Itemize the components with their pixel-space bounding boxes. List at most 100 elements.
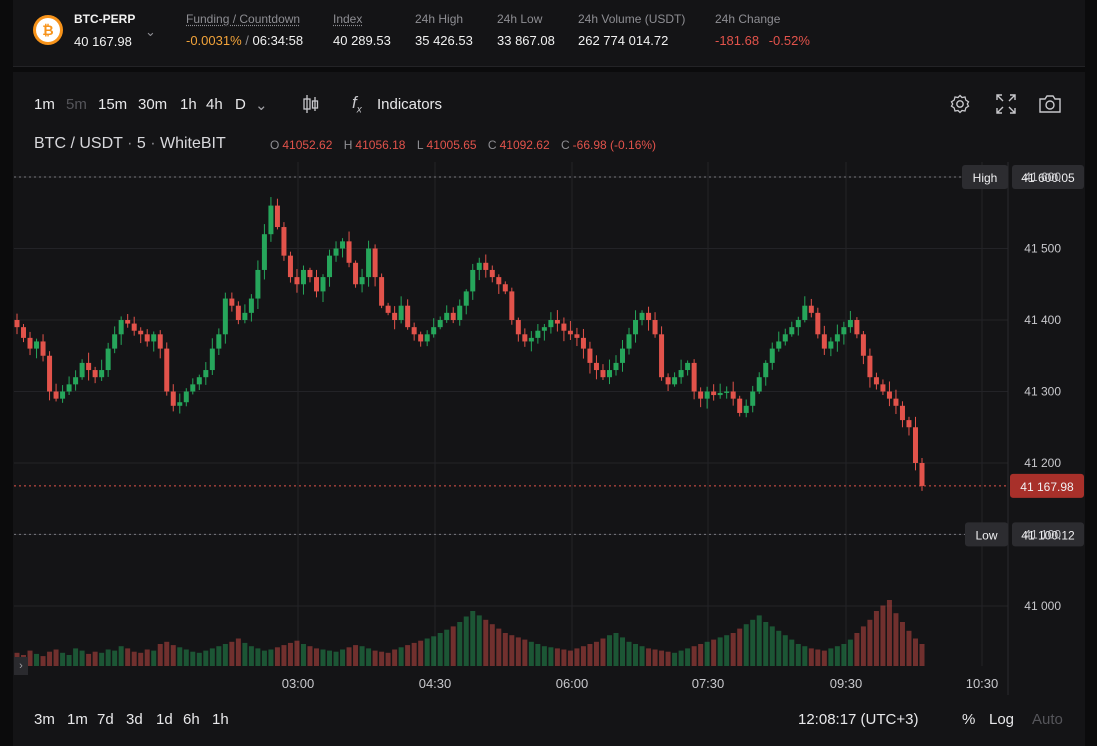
candle-type-icon[interactable] bbox=[302, 94, 320, 114]
volume-bar bbox=[327, 650, 333, 666]
timeframe-1m[interactable]: 1m bbox=[34, 96, 55, 113]
volume-bar bbox=[392, 649, 398, 666]
range-7d[interactable]: 7d bbox=[97, 711, 114, 728]
camera-icon[interactable] bbox=[1038, 94, 1062, 114]
volume-bar bbox=[60, 652, 66, 666]
candle-body bbox=[99, 370, 105, 378]
candle-body bbox=[118, 320, 124, 335]
change-abs: -181.68 bbox=[715, 33, 760, 48]
chart-panel bbox=[13, 72, 1085, 746]
candle-body bbox=[424, 334, 430, 342]
candle-body bbox=[886, 391, 892, 399]
volume-bar bbox=[633, 644, 639, 666]
candle-body bbox=[385, 305, 391, 313]
last-price: 40 167.98 bbox=[74, 34, 132, 49]
candle-body bbox=[769, 348, 775, 363]
percent-toggle[interactable]: % bbox=[962, 711, 976, 728]
volume-bar bbox=[750, 619, 756, 666]
candle-body bbox=[802, 305, 808, 320]
candle-body bbox=[60, 391, 66, 399]
candle-body bbox=[756, 377, 762, 392]
volume-bar bbox=[86, 653, 92, 666]
scroll-left-arrow-icon[interactable]: › bbox=[14, 657, 28, 675]
fullscreen-icon[interactable] bbox=[995, 93, 1017, 115]
timeframe-30m[interactable]: 30m bbox=[138, 96, 168, 113]
volume-bar bbox=[164, 641, 170, 666]
timeframe-d[interactable]: D bbox=[235, 96, 246, 113]
candle-body bbox=[261, 234, 267, 270]
volume-bar bbox=[405, 645, 411, 666]
volume-bar bbox=[340, 649, 346, 666]
timeframe-1h[interactable]: 1h bbox=[180, 96, 197, 113]
candle-body bbox=[763, 362, 769, 378]
timeframe-5m[interactable]: 5m bbox=[66, 96, 87, 113]
chevron-down-icon[interactable]: ⌄ bbox=[145, 24, 156, 39]
volume-bar bbox=[724, 635, 730, 666]
candle-body bbox=[170, 391, 176, 406]
change-label: 24h Change bbox=[715, 12, 781, 26]
volume-bar bbox=[73, 648, 79, 666]
range-3m[interactable]: 3m bbox=[34, 711, 55, 728]
volume-bar bbox=[170, 645, 176, 666]
candle-body bbox=[789, 327, 795, 335]
volume-bar bbox=[248, 646, 254, 666]
candle-body bbox=[873, 377, 879, 385]
candle-body bbox=[626, 334, 632, 349]
volume-bar bbox=[418, 640, 424, 666]
volume-bar bbox=[144, 649, 150, 666]
candles bbox=[14, 197, 925, 491]
volume-bar bbox=[841, 644, 847, 666]
volume-bar bbox=[346, 647, 352, 666]
volume-bar bbox=[313, 648, 319, 666]
last-price-tag-box bbox=[1010, 473, 1084, 498]
timeframe-15m[interactable]: 15m bbox=[98, 96, 128, 113]
range-1m[interactable]: 1m bbox=[67, 711, 88, 728]
candle-body bbox=[164, 348, 170, 392]
high-tag-label-box bbox=[962, 164, 1008, 189]
volume-bar bbox=[359, 646, 365, 666]
range-1d[interactable]: 1d bbox=[156, 711, 173, 728]
volume-bar bbox=[639, 646, 645, 666]
candle-body bbox=[444, 312, 450, 320]
volume-bar bbox=[691, 646, 697, 666]
volume-bar bbox=[333, 651, 339, 666]
indicators-button[interactable]: Indicators bbox=[377, 96, 443, 113]
volume-bar bbox=[730, 633, 736, 666]
candle-body bbox=[711, 391, 717, 396]
candle-body bbox=[222, 298, 228, 335]
range-6h[interactable]: 6h bbox=[183, 711, 200, 728]
volume-bar bbox=[242, 642, 248, 666]
volume-bar bbox=[509, 635, 515, 666]
volume-bar bbox=[470, 611, 476, 666]
funding-rate: -0.0031% bbox=[186, 33, 242, 48]
high-tag-value: 41 600.05 bbox=[1021, 171, 1075, 185]
symbol-selector[interactable]: BTC-PERP 40 167.98 bbox=[74, 12, 135, 49]
timeframe-4h[interactable]: 4h bbox=[206, 96, 223, 113]
volume-bar bbox=[541, 646, 547, 666]
function-icon[interactable]: fx bbox=[352, 93, 362, 116]
candle-body bbox=[138, 330, 144, 335]
candle-body bbox=[144, 334, 150, 342]
bitcoin-icon: ₿ bbox=[33, 15, 63, 45]
volume-bar bbox=[704, 641, 710, 666]
volume-bar bbox=[626, 641, 632, 666]
candle-body bbox=[808, 305, 814, 313]
log-toggle[interactable]: Log bbox=[989, 711, 1015, 728]
range-1h[interactable]: 1h bbox=[212, 711, 229, 728]
volume-bar bbox=[776, 630, 782, 666]
volume-bar bbox=[300, 644, 306, 666]
candle-body bbox=[730, 391, 736, 399]
settings-gear-icon[interactable] bbox=[950, 94, 970, 114]
utc-clock[interactable]: 12:08:17 (UTC+3) bbox=[798, 711, 919, 728]
auto-toggle[interactable]: Auto bbox=[1032, 711, 1063, 728]
volume-bar bbox=[593, 641, 599, 666]
candle-body bbox=[509, 291, 515, 320]
chevron-down-icon[interactable]: ⌄ bbox=[255, 97, 268, 114]
range-3d[interactable]: 3d bbox=[126, 711, 143, 728]
candle-body bbox=[470, 269, 476, 292]
low-tag-label-box bbox=[965, 522, 1008, 547]
candle-body bbox=[437, 320, 443, 328]
volume-bar bbox=[821, 650, 827, 666]
y-tick-label: 41 500 bbox=[1024, 242, 1061, 256]
